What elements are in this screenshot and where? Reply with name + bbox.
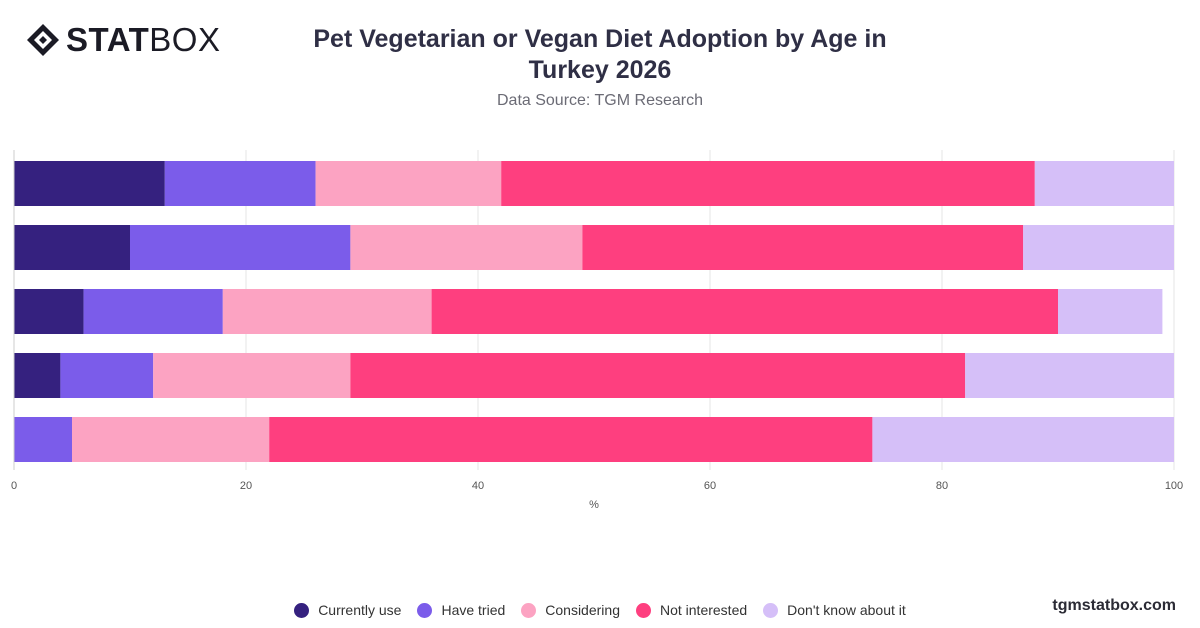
- bar-segment: [72, 417, 270, 462]
- logo-wordmark: STATBOX: [66, 22, 220, 58]
- bar-segment: [14, 289, 84, 334]
- footer-brand: tgmstatbox.com: [1052, 597, 1176, 614]
- logo-text-light: BOX: [149, 21, 221, 58]
- x-axis-label: %: [589, 499, 599, 511]
- chart-title: Pet Vegetarian or Vegan Diet Adoption by…: [300, 24, 900, 86]
- bar-segment: [14, 353, 61, 398]
- legend-swatch: [635, 602, 651, 618]
- bar-segment: [1034, 161, 1174, 206]
- chart-title-line1: Pet Vegetarian or Vegan Diet Adoption by…: [313, 25, 887, 53]
- x-tick-label: 60: [704, 480, 716, 492]
- bar-segment: [501, 161, 1035, 206]
- legend-label: Don't know about it: [787, 602, 906, 618]
- statbox-diamond-icon: [27, 24, 59, 56]
- bar-segment: [164, 161, 316, 206]
- bar-segment: [83, 289, 223, 334]
- logo-text-bold: STAT: [66, 21, 150, 58]
- bar-segment: [153, 353, 351, 398]
- legend-swatch: [521, 602, 537, 618]
- legend-swatch: [763, 602, 779, 618]
- x-tick-label: 100: [1165, 480, 1183, 492]
- legend-label: Have tried: [441, 602, 506, 618]
- x-tick-label: 0: [11, 480, 17, 492]
- bar-segment: [582, 225, 1024, 270]
- bar-segment: [222, 289, 432, 334]
- legend-swatch: [417, 602, 433, 618]
- bar-segment: [350, 353, 966, 398]
- bar-segment: [431, 289, 1059, 334]
- bar-segment: [60, 353, 154, 398]
- bar-segment: [14, 417, 72, 462]
- legend-item[interactable]: Not interested: [635, 602, 748, 618]
- bar-segment: [965, 353, 1174, 398]
- chart-legend: Currently use Have tried Considering Not in…: [0, 602, 1200, 618]
- bar-segment: [872, 417, 1174, 462]
- x-tick-label: 40: [472, 480, 484, 492]
- bar-segment: [130, 225, 351, 270]
- chart-title-line2: Turkey 2026: [528, 56, 672, 84]
- legend-item[interactable]: Considering: [521, 602, 620, 618]
- bar-segment: [14, 161, 165, 206]
- legend-item[interactable]: Have tried: [417, 602, 505, 618]
- bar-segment: [1058, 289, 1163, 334]
- bar-segment: [315, 161, 502, 206]
- legend-item[interactable]: Don't know about it: [763, 602, 906, 618]
- legend-label: Not interested: [659, 602, 748, 618]
- chart-subtitle: Data Source: TGM Research: [496, 92, 703, 109]
- legend-label: Considering: [545, 602, 620, 618]
- x-tick-label: 20: [240, 480, 252, 492]
- bar-segment: [14, 225, 130, 270]
- bar-segment: [269, 417, 873, 462]
- legend-swatch: [294, 602, 310, 618]
- bar-segment: [1023, 225, 1174, 270]
- x-tick-label: 80: [936, 480, 948, 492]
- bar-segment: [350, 225, 583, 270]
- legend-label: Currently use: [318, 602, 402, 618]
- statbox-logo: STATBOX: [26, 22, 220, 58]
- legend-item[interactable]: Currently use: [294, 602, 401, 618]
